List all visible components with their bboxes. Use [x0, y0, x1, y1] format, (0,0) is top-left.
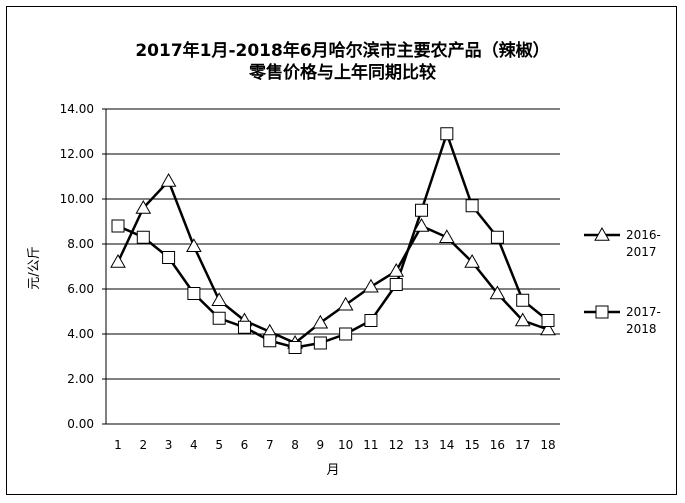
- data-point-2016-2017: [337, 296, 354, 311]
- y-tick-label: 0.00: [67, 417, 94, 431]
- data-point-2016-2017: [489, 285, 506, 300]
- data-point-2017-2018: [187, 287, 201, 300]
- legend-label: 2017: [626, 245, 657, 259]
- data-point-2016-2017: [413, 217, 430, 232]
- series-markers: [110, 127, 556, 354]
- data-point-2017-2018: [389, 278, 403, 291]
- y-tick-labels: 0.00 2.00 4.00 6.00 8.00 10.00 12.00 14.00: [60, 102, 94, 431]
- x-tick-label: 1: [114, 438, 122, 452]
- x-tick-label: 3: [165, 438, 173, 452]
- legend-marker-2017-2018: [595, 305, 609, 319]
- x-axis-label: 月: [326, 463, 339, 478]
- chart-frame: [6, 6, 677, 495]
- data-point-2016-2017: [135, 199, 152, 214]
- data-point-2017-2018: [111, 219, 125, 233]
- data-point-2016-2017: [363, 278, 379, 293]
- chart-title-line2: 零售价格与上年同期比较: [249, 63, 436, 83]
- x-tick-label: 10: [338, 438, 353, 452]
- series-line-2016-2017: [116, 178, 549, 345]
- data-point-2016-2017: [312, 314, 329, 329]
- x-tick-label: 6: [241, 438, 249, 452]
- data-point-2017-2018: [237, 320, 251, 334]
- x-tick-label: 12: [389, 438, 404, 452]
- x-tick-label: 5: [215, 438, 223, 452]
- y-tick-label: 12.00: [60, 147, 94, 161]
- legend-marker-2016-2017: [594, 226, 610, 241]
- data-point-2017-2018: [490, 230, 504, 244]
- data-point-2017-2018: [288, 341, 302, 354]
- data-point-2017-2018: [162, 251, 176, 264]
- x-tick-label: 8: [291, 438, 299, 452]
- legend-label: 2017-: [626, 305, 661, 319]
- y-tick-label: 14.00: [60, 102, 94, 116]
- y-tick-label: 6.00: [67, 282, 94, 296]
- legend-label: 2016-: [626, 228, 661, 242]
- legend: 2016- 2017 2017- 2018: [584, 226, 661, 336]
- data-point-2016-2017: [186, 238, 202, 252]
- x-tick-label: 4: [190, 438, 198, 452]
- data-point-2017-2018: [313, 336, 327, 350]
- data-point-2016-2017: [110, 253, 126, 268]
- data-point-2017-2018: [212, 311, 226, 325]
- gridlines: [102, 108, 560, 425]
- y-axis-label: 元/公斤: [27, 246, 42, 289]
- data-point-2016-2017: [464, 253, 480, 268]
- data-point-2017-2018: [263, 334, 277, 348]
- data-point-2017-2018: [465, 199, 479, 213]
- data-point-2016-2017: [388, 262, 405, 277]
- chart-title-line1: 2017年1月-2018年6月哈尔滨市主要农产品（辣椒）: [135, 41, 550, 61]
- data-point-2016-2017: [160, 172, 177, 187]
- data-point-2016-2017: [514, 312, 531, 327]
- x-tick-label: 7: [266, 438, 274, 452]
- data-point-2016-2017: [211, 292, 228, 306]
- data-point-2017-2018: [339, 327, 353, 341]
- x-tick-label: 14: [439, 438, 454, 452]
- data-point-2017-2018: [440, 127, 454, 141]
- data-point-2017-2018: [541, 314, 555, 327]
- y-tick-label: 8.00: [67, 237, 94, 251]
- data-point-2017-2018: [136, 230, 150, 244]
- x-tick-label: 16: [490, 438, 505, 452]
- series-lines: [116, 129, 549, 349]
- x-tick-label: 18: [540, 438, 555, 452]
- series-line-2017-2018: [117, 129, 549, 349]
- x-tick-label: 13: [414, 438, 429, 452]
- y-tick-label: 4.00: [67, 327, 94, 341]
- x-tick-label: 15: [464, 438, 479, 452]
- legend-label: 2018: [626, 322, 657, 336]
- x-tick-label: 9: [317, 438, 325, 452]
- x-tick-label: 11: [363, 438, 378, 452]
- y-tick-label: 10.00: [60, 192, 94, 206]
- y-tick-label: 2.00: [67, 372, 94, 386]
- data-point-2017-2018: [364, 314, 378, 327]
- data-point-2016-2017: [438, 229, 455, 243]
- data-point-2016-2017: [540, 321, 556, 336]
- data-point-2017-2018: [516, 293, 530, 307]
- data-point-2017-2018: [415, 203, 429, 217]
- x-tick-label: 2: [139, 438, 147, 452]
- x-tick-label: 17: [515, 438, 530, 452]
- x-tick-labels: 1 2 3 4 5 6 7 8 9 10 11 12 13 14 15 16 17 18: [114, 438, 555, 452]
